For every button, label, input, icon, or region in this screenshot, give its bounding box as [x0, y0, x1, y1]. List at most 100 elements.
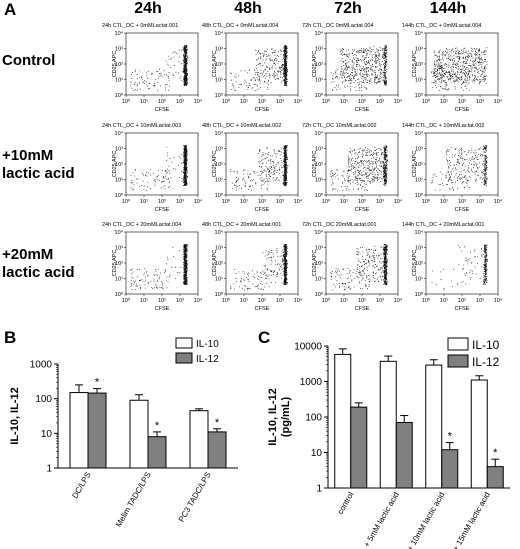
- y-tick-label: 10²: [415, 62, 423, 68]
- legend-label-il-12: IL-12: [196, 354, 219, 365]
- x-tick-label: 10³: [176, 298, 184, 304]
- y-axis-label: CD25 APC: [312, 250, 318, 277]
- cell-events: [431, 145, 488, 191]
- y-tick-label: 10¹: [315, 277, 323, 283]
- flow-plot: 72h CTL_DC 10mMLactat.002 10⁰ 10⁰ 10¹ 10¹ 10²…: [302, 123, 408, 219]
- bar-il-12: [87, 392, 107, 469]
- y-tick-label: 10⁴: [315, 130, 324, 137]
- y-tick-label: 10²: [415, 162, 423, 168]
- x-tick-label: 10²: [358, 199, 366, 205]
- x-tick-label: 10³: [476, 99, 484, 105]
- x-tick-label: 10³: [276, 199, 284, 205]
- y-tick-label: 10³: [115, 147, 123, 153]
- y-tick-label: 100: [35, 394, 52, 405]
- x-tick-label: 10³: [376, 99, 384, 105]
- x-tick-label: 10⁴: [394, 98, 403, 105]
- significance-star: *: [215, 417, 220, 429]
- x-axis-label: CFSE: [255, 306, 270, 312]
- panel-label-c: C: [258, 328, 271, 347]
- y-axis-label: CD25 APC: [412, 151, 418, 178]
- y-tick-label: 10⁴: [315, 229, 324, 236]
- y-tick-label: 10⁰: [415, 291, 424, 298]
- x-tick-label: 10³: [176, 199, 184, 205]
- y-tick-label: 10²: [315, 162, 323, 168]
- y-axis-label: CD25 APC: [112, 51, 118, 78]
- y-tick-label: 10³: [415, 47, 423, 53]
- category-label: Melim TADC/LPS: [114, 471, 153, 529]
- y-tick-label: 1: [316, 484, 322, 495]
- x-tick-label: 10⁴: [494, 198, 503, 205]
- y-axis-label: CD25 APC: [312, 51, 318, 78]
- x-tick-label: 10²: [358, 99, 366, 105]
- y-tick-label: 10⁰: [415, 92, 424, 99]
- bar-il-10: [69, 392, 89, 469]
- x-tick-label: 10²: [258, 298, 266, 304]
- plot-label: 72h CTL_DC 0mMLactat.004: [302, 23, 374, 29]
- panel-label-b: B: [4, 328, 17, 347]
- x-axis-label: CFSE: [355, 107, 370, 113]
- y-axis-label: CD25 APC: [212, 51, 218, 78]
- y-axis-label: CD25 APC: [212, 151, 218, 178]
- panel-label-a: A: [4, 0, 17, 19]
- bar-il-10: [425, 364, 443, 489]
- x-tick-label: 10²: [258, 199, 266, 205]
- y-tick-label: 10³: [215, 147, 223, 153]
- y-tick-label: 10²: [215, 162, 223, 168]
- x-tick-label: 10²: [458, 99, 466, 105]
- y-tick-label: 10²: [215, 261, 223, 267]
- x-tick-label: 10²: [458, 199, 466, 205]
- x-tick-label: 10³: [176, 99, 184, 105]
- y-tick-label: 10¹: [115, 78, 123, 84]
- flow-plot: 24h CTL_DC + 20mMLactat.004 10⁰ 10⁰ 10¹ 10¹ 1…: [102, 222, 208, 318]
- x-tick-label: 10¹: [340, 298, 348, 304]
- legend-label-il-12: IL-12: [472, 355, 500, 369]
- x-tick-label: 10⁰: [322, 198, 331, 205]
- plot-frame: [325, 132, 399, 196]
- significance-star: *: [448, 431, 453, 443]
- plot-label: 48h CTL_DC + 20mMLactat.001: [202, 222, 282, 228]
- plot-frame: [125, 132, 199, 196]
- legend-swatch-il-12: [447, 354, 469, 368]
- cell-events: [431, 244, 488, 291]
- bar-il-10: [189, 410, 209, 469]
- x-axis-label: CFSE: [455, 107, 470, 113]
- x-tick-label: 10¹: [340, 199, 348, 205]
- y-tick-label: 10³: [215, 246, 223, 252]
- y-tick-label: 10⁰: [415, 192, 424, 199]
- y-axis-label: CD25 APC: [412, 51, 418, 78]
- legend-label-il-10: IL-10: [196, 339, 219, 350]
- x-tick-label: 10⁰: [422, 297, 431, 304]
- x-tick-label: 10⁰: [222, 198, 231, 205]
- y-tick-label: 10: [41, 429, 53, 440]
- legend-swatch-il-12: [175, 352, 193, 364]
- x-tick-label: 10¹: [240, 298, 248, 304]
- y-tick-label: 10⁰: [115, 291, 124, 298]
- cell-events: [330, 244, 389, 291]
- x-tick-label: 10⁰: [322, 297, 331, 304]
- y-tick-label: 10⁴: [415, 229, 424, 236]
- y-axis-label: CD25 APC: [112, 250, 118, 277]
- y-tick-label: 10⁴: [315, 30, 324, 37]
- category-label: PC3 TADC/LPS: [177, 471, 213, 524]
- x-tick-label: 10¹: [240, 99, 248, 105]
- y-tick-label: 10⁰: [215, 192, 224, 199]
- x-axis-label: CFSE: [355, 207, 370, 213]
- bar-il-10: [379, 360, 397, 489]
- plot-label: 48h CTL_DC + 10mMLactat.002: [202, 123, 282, 129]
- flow-plot: 24h CTL_DC + 10mMLactat.003 10⁰ 10⁰ 10¹ 10¹ 1…: [102, 123, 208, 219]
- y-tick-label: 10⁴: [115, 229, 124, 236]
- x-tick-label: 10⁴: [494, 297, 503, 304]
- y-tick-label: 10¹: [415, 78, 423, 84]
- y-tick-label: 10: [311, 448, 323, 459]
- cell-events: [130, 145, 188, 192]
- category-label: control: [336, 490, 356, 515]
- x-tick-label: 10⁰: [122, 98, 131, 105]
